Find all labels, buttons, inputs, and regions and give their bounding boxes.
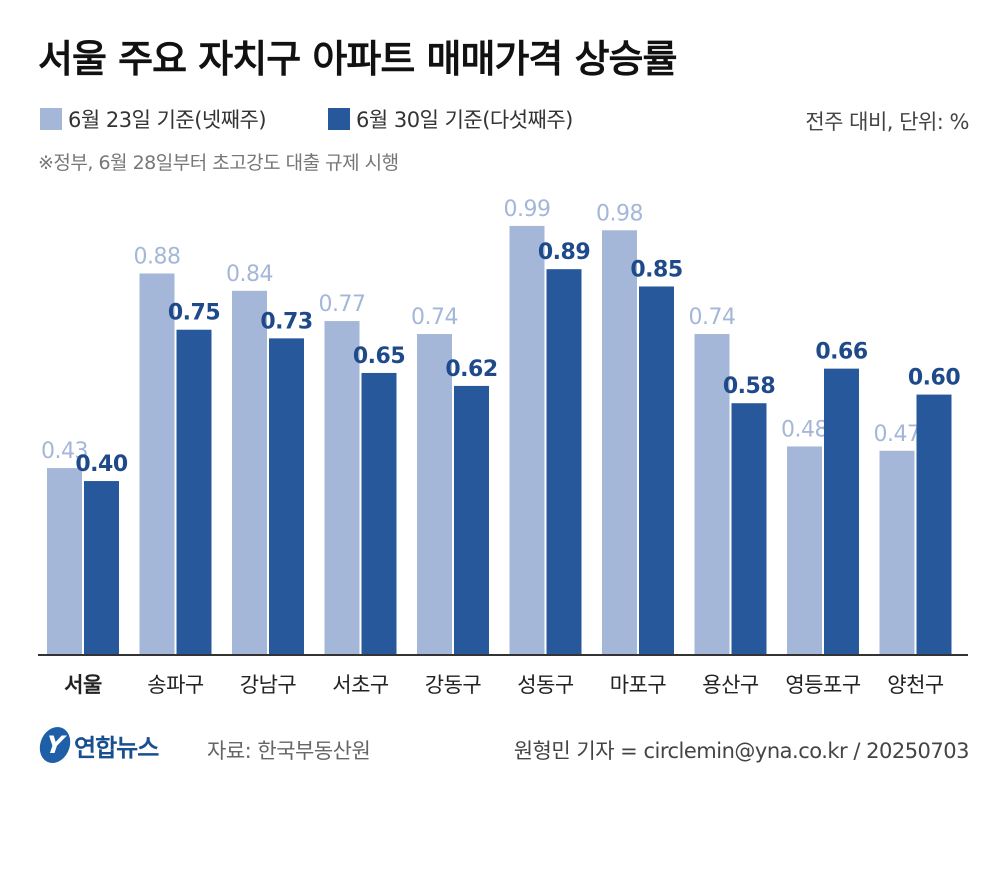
category-label: 서울 <box>64 673 102 697</box>
data-label-series-1: 0.43 <box>41 439 88 464</box>
data-label-series-1: 0.74 <box>411 305 458 330</box>
yonhap-logo: Y 연합뉴스 <box>37 727 159 763</box>
category-label: 강동구 <box>425 673 482 697</box>
data-label-series-2: 0.66 <box>815 340 867 365</box>
bar-series-2 <box>361 372 397 654</box>
data-label-series-2: 0.40 <box>75 452 127 477</box>
policy-note: ※정부, 6월 28일부터 초고강도 대출 규제 시행 <box>38 152 399 174</box>
bar-series-1 <box>879 450 915 654</box>
bar-series-2 <box>269 338 304 654</box>
bar-series-2 <box>84 481 119 654</box>
category-label: 성동구 <box>517 673 574 697</box>
data-label-series-2: 0.60 <box>908 366 960 391</box>
data-source: 자료: 한국부동산원 <box>207 739 371 763</box>
yonhap-logo-icon: Y <box>37 727 73 763</box>
unit-label: 전주 대비, 단위: % <box>805 110 969 134</box>
data-label-series-2: 0.85 <box>630 257 682 282</box>
legend-swatch-series-2 <box>328 108 350 130</box>
bar-series-1 <box>139 273 175 654</box>
category-label: 용산구 <box>702 673 759 697</box>
bar-series-2 <box>824 368 859 654</box>
category-label: 양천구 <box>887 673 944 697</box>
legend-label-series-2: 6월 30일 기준(다섯째주) <box>356 108 573 132</box>
legend-label-series-1: 6월 23일 기준(넷째주) <box>68 108 267 132</box>
category-label: 송파구 <box>147 673 204 697</box>
reporter-credit: 원형민 기자 = circlemin@yna.co.kr / 20250703 <box>513 739 970 763</box>
data-label-series-2: 0.73 <box>260 309 312 334</box>
bar-series-2 <box>176 329 212 654</box>
data-label-series-1: 0.99 <box>504 197 551 222</box>
legend-item-series-1: 6월 23일 기준(넷째주) <box>40 103 267 135</box>
data-label-series-2: 0.62 <box>445 357 497 382</box>
bar-series-1 <box>602 230 637 654</box>
data-label-series-2: 0.89 <box>538 240 590 265</box>
data-label-series-1: 0.88 <box>134 245 181 270</box>
bar-series-1 <box>417 334 452 654</box>
data-label-series-1: 0.84 <box>226 262 273 287</box>
data-label-series-1: 0.98 <box>596 201 643 226</box>
bar-series-1 <box>324 321 360 654</box>
bar-series-2 <box>916 394 952 654</box>
bar-series-1 <box>509 225 545 654</box>
data-label-series-1: 0.74 <box>689 305 736 330</box>
data-label-series-1: 0.47 <box>874 422 921 447</box>
bar-series-2 <box>639 286 674 654</box>
bar-series-2 <box>454 385 489 654</box>
category-label: 마포구 <box>610 673 667 697</box>
yonhap-logo-text: 연합뉴스 <box>74 733 159 762</box>
category-label: 강남구 <box>240 673 297 697</box>
category-label: 서초구 <box>332 673 389 697</box>
bar-series-1 <box>787 446 822 654</box>
data-label-series-1: 0.48 <box>781 417 828 442</box>
data-label-series-1: 0.77 <box>319 292 366 317</box>
bar-series-2 <box>546 269 582 654</box>
legend-item-series-2: 6월 30일 기준(다섯째주) <box>328 103 573 135</box>
bar-series-1 <box>694 334 730 654</box>
data-label-series-2: 0.75 <box>168 301 220 326</box>
bar-series-1 <box>47 468 82 654</box>
chart-title: 서울 주요 자치구 아파트 매매가격 상승률 <box>38 37 677 81</box>
bar-series-1 <box>232 290 267 654</box>
category-label: 영등포구 <box>785 673 860 697</box>
data-label-series-2: 0.65 <box>353 344 405 369</box>
data-label-series-2: 0.58 <box>723 374 775 399</box>
bar-series-2 <box>731 403 767 654</box>
legend-swatch-series-1 <box>40 108 62 130</box>
